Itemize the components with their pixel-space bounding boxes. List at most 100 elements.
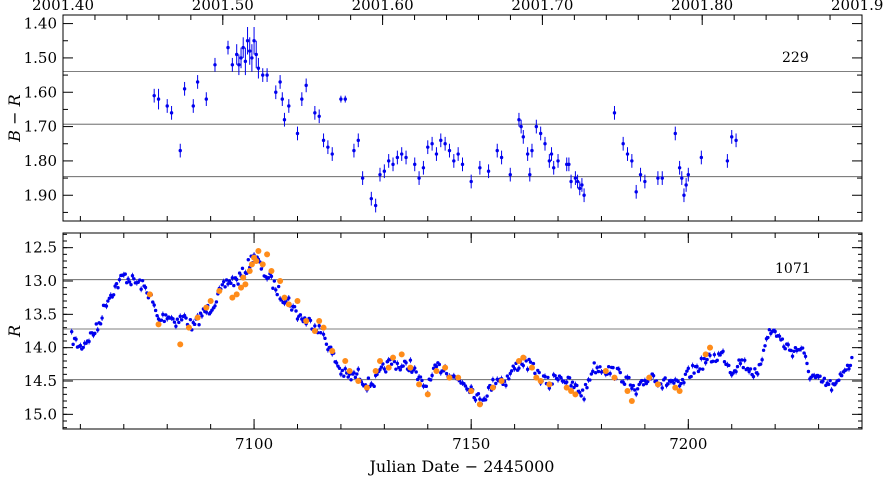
top-ytick-label: 1.50 [24,49,57,67]
r-point-blue [378,367,382,372]
r-point-blue [537,370,541,375]
color-point [391,162,395,167]
r-point-blue [259,267,264,271]
r-point-blue [476,392,481,396]
color-point [575,179,580,184]
r-point-blue [596,369,601,374]
color-point [191,104,195,108]
r-point-blue [679,381,683,386]
color-point [256,66,261,70]
r-point-blue [71,342,75,347]
r-point-blue [543,374,547,379]
r-point-orange [602,368,609,374]
r-point-blue [392,359,397,364]
r-point-blue [773,329,777,334]
bottom-reference-lines [63,279,862,381]
color-point [295,131,300,136]
r-point-blue [708,353,712,358]
r-point-blue [743,358,747,362]
r-point-orange [346,368,353,374]
color-point [300,97,304,101]
r-point-orange [476,401,483,408]
r-point-orange [329,348,336,354]
r-point-blue [414,370,418,374]
color-point [280,97,284,101]
r-point-blue [98,322,103,326]
r-point-orange [229,294,236,301]
color-point [547,159,552,163]
r-point-orange [654,381,661,388]
r-point-blue [343,366,347,371]
r-point-blue [294,309,298,313]
r-point-blue [546,375,550,380]
r-point-blue [204,310,208,314]
r-point-blue [104,304,109,308]
color-point [226,45,230,50]
r-point-blue [132,277,136,281]
r-point-orange [646,374,653,381]
r-point-blue [78,343,83,348]
r-point-orange [455,374,462,381]
color-point [265,73,269,77]
color-point [400,152,404,156]
top-panel-color-index: 1.40 1.50 1.60 1.70 1.80 1.90 2001.40 2001.50 20… [5,0,884,222]
r-point-orange [355,378,362,384]
r-point-blue [184,316,188,320]
r-point-blue [240,266,245,271]
color-point [508,172,512,177]
r-point-blue [418,375,423,379]
r-point-blue [214,300,219,304]
r-point-orange [537,378,544,384]
bottom-ticks: 12.5 13.0 13.5 14.0 14.5 15.0 7100 7150 7200 [24,233,863,453]
r-point-orange [242,281,249,288]
r-point-blue [524,359,528,363]
r-point-blue [356,367,360,371]
r-point-blue [510,369,514,373]
r-point-orange [240,274,247,281]
r-point-blue [611,365,615,370]
r-point-orange [672,384,679,391]
r-point-blue [355,372,359,376]
r-point-blue [633,388,637,392]
r-point-blue [298,313,303,317]
color-point [625,152,630,156]
r-point-blue [246,257,250,262]
color-point [352,148,356,153]
r-point-blue [408,358,413,362]
r-point-blue [676,379,680,384]
color-point [469,179,473,184]
top-ytick-label: 1.40 [24,15,57,33]
color-point [252,39,256,43]
r-point-blue [680,377,685,382]
top-ytick-label: 1.90 [24,186,57,204]
r-point-blue [790,354,795,358]
top-xtick-label: 2001.40 [32,0,94,14]
r-point-blue [437,362,442,367]
color-point [517,118,521,122]
r-point-blue [666,382,670,386]
color-point [567,162,571,167]
color-point [656,176,660,180]
color-point [282,118,287,122]
r-point-blue [123,272,127,276]
r-point-blue [143,285,148,290]
color-point [213,63,217,67]
r-point-blue [741,365,746,370]
r-point-blue [226,282,230,286]
bottom-panel-magnitude: 12.5 13.0 13.5 14.0 14.5 15.0 7100 7150 7200 107… [5,232,863,476]
r-point-blue [695,364,699,369]
r-point-blue [188,317,193,322]
color-point [538,131,543,136]
r-point-blue [569,383,573,388]
r-point-blue [767,328,772,332]
r-point-blue [805,361,809,366]
r-point-blue [627,375,631,380]
r-point-orange [233,291,240,298]
r-point-blue [850,355,854,360]
r-point-blue [591,369,595,374]
color-point [204,97,208,101]
r-point-blue [317,324,321,328]
bottom-ytick-label: 14.5 [24,372,57,390]
color-point [643,179,647,184]
r-point-blue [289,308,294,312]
